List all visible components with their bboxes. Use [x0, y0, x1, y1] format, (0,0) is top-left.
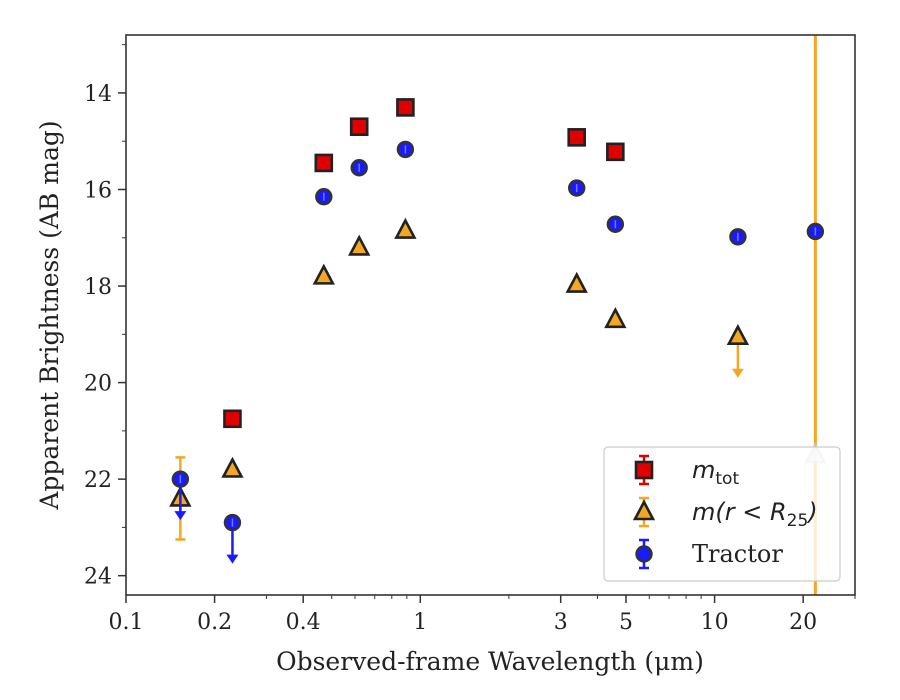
y-tick-label: 20: [84, 372, 112, 397]
data-point: [606, 142, 625, 162]
legend-label: Tractor: [692, 540, 783, 568]
data-point: [604, 307, 627, 329]
data-point: [726, 323, 750, 346]
y-tick-label: 18: [84, 275, 112, 300]
legend-marker: [635, 545, 653, 563]
data-point: [349, 117, 369, 137]
data-point: [223, 409, 242, 429]
data-point: [567, 128, 587, 147]
x-tick-label: 0.4: [286, 610, 321, 635]
legend-label: m(r < R25): [692, 498, 818, 531]
legend: mtot m(r < R25) Tractor: [603, 446, 841, 582]
x-tick-label: 0.1: [109, 610, 144, 635]
x-tick-label: 5: [619, 610, 633, 635]
data-point: [396, 98, 415, 117]
data-point: [348, 234, 371, 256]
x-tick-label: 1: [413, 610, 427, 635]
x-tick-label: 0.2: [197, 610, 232, 635]
data-point: [314, 153, 334, 173]
upper-limit-arrow-head: [226, 554, 239, 564]
data-point: [394, 217, 417, 239]
legend-marker: [634, 460, 654, 480]
data-point: [565, 271, 588, 293]
x-tick-label: 20: [789, 610, 817, 635]
upper-limit-arrow-head: [174, 511, 187, 521]
data-point: [312, 263, 335, 285]
y-axis-label: Apparent Brightness (AB mag): [35, 120, 64, 510]
y-tick-label: 22: [84, 468, 112, 493]
y-tick-label: 16: [84, 178, 112, 203]
series-0: [223, 98, 625, 429]
legend-marker: [632, 499, 656, 521]
series-2: [171, 140, 825, 564]
plot-frame: [125, 34, 856, 596]
y-tick-label: 14: [84, 82, 112, 107]
y-tick-label: 24: [84, 565, 112, 590]
x-axis-label: Observed-frame Wavelength (μm): [276, 647, 704, 676]
x-tick-label: 10: [701, 610, 729, 635]
upper-limit-arrow-head: [731, 368, 744, 378]
legend-box: [603, 446, 841, 582]
legend-label: mtot: [692, 456, 739, 489]
x-tick-label: 3: [554, 610, 568, 635]
data-point: [221, 456, 244, 478]
